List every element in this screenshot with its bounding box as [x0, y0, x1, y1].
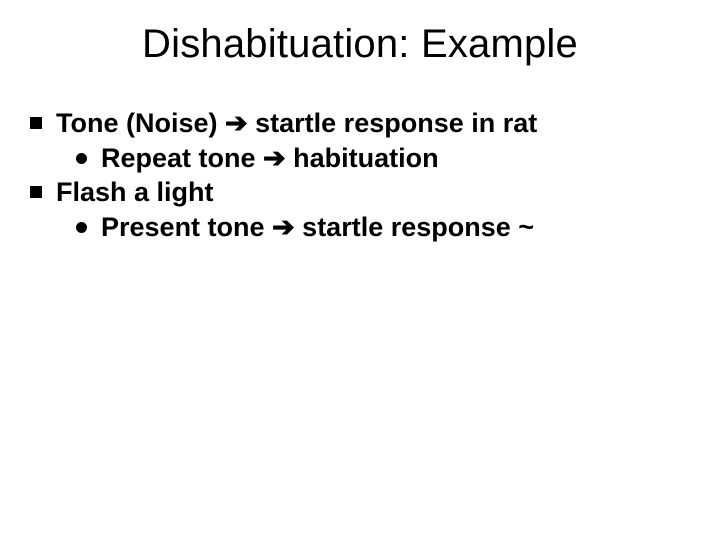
bullet-text: Present tone ➔ startle response ~ — [101, 210, 690, 245]
bullet-text: Repeat tone ➔ habituation — [101, 141, 690, 176]
text-segment: Tone (Noise) — [56, 108, 225, 138]
arrow-icon: ➔ — [225, 108, 248, 138]
bullet-text: Tone (Noise) ➔ startle response in rat — [56, 106, 690, 141]
arrow-icon: ➔ — [263, 143, 286, 173]
text-segment: startle response ~ — [295, 212, 534, 242]
disc-bullet-icon — [76, 153, 87, 164]
bullet-lvl2: Repeat tone ➔ habituation — [76, 141, 690, 176]
square-bullet-icon — [30, 186, 42, 198]
text-segment: habituation — [286, 143, 439, 173]
text-segment: Repeat tone — [101, 143, 263, 173]
bullet-lvl1: Flash a light — [30, 175, 690, 210]
slide-title: Dishabituation: Example — [0, 22, 720, 67]
bullet-lvl2: Present tone ➔ startle response ~ — [76, 210, 690, 245]
text-segment: startle response in rat — [248, 108, 538, 138]
text-segment: Present tone — [101, 212, 272, 242]
bullet-text: Flash a light — [56, 175, 690, 210]
square-bullet-icon — [30, 117, 42, 129]
bullet-lvl1: Tone (Noise) ➔ startle response in rat — [30, 106, 690, 141]
slide-body: Tone (Noise) ➔ startle response in rat R… — [30, 106, 690, 244]
slide: Dishabituation: Example Tone (Noise) ➔ s… — [0, 0, 720, 540]
disc-bullet-icon — [76, 222, 87, 233]
arrow-icon: ➔ — [272, 212, 295, 242]
